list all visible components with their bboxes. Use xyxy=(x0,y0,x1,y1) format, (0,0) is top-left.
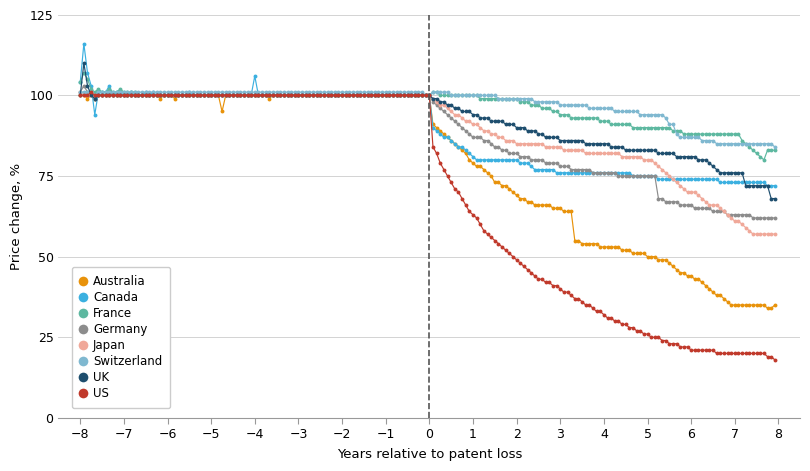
UK xyxy=(475,115,485,121)
Canada xyxy=(763,183,773,188)
Japan xyxy=(159,92,168,98)
Australia xyxy=(363,92,373,98)
Line: Germany: Germany xyxy=(79,84,777,220)
Canada xyxy=(475,157,485,162)
Australia xyxy=(75,92,85,98)
Switzerland xyxy=(770,144,780,150)
US xyxy=(515,260,525,266)
Japan xyxy=(471,122,481,127)
Switzerland xyxy=(471,92,481,98)
Line: Switzerland: Switzerland xyxy=(79,90,777,149)
Legend: Australia, Canada, France, Germany, Japan, Switzerland, UK, US: Australia, Canada, France, Germany, Japa… xyxy=(72,267,170,408)
France xyxy=(759,157,769,162)
Japan xyxy=(424,92,434,98)
Japan xyxy=(356,92,365,98)
Canada xyxy=(770,183,780,188)
US xyxy=(75,92,85,98)
Australia xyxy=(512,193,522,198)
Line: Canada: Canada xyxy=(79,42,777,187)
X-axis label: Years relative to patent loss: Years relative to patent loss xyxy=(337,448,522,461)
Line: Australia: Australia xyxy=(79,93,777,310)
UK xyxy=(766,196,776,202)
Germany xyxy=(163,92,173,98)
US xyxy=(163,92,173,98)
Germany xyxy=(366,92,376,98)
Japan xyxy=(748,231,758,237)
France xyxy=(75,80,85,85)
Australia xyxy=(471,163,481,169)
UK xyxy=(428,96,438,101)
Australia xyxy=(356,92,365,98)
Switzerland xyxy=(159,89,168,95)
UK xyxy=(770,196,780,202)
Germany xyxy=(770,215,780,221)
France xyxy=(770,147,780,153)
Canada xyxy=(163,92,173,98)
France xyxy=(515,99,525,105)
France xyxy=(366,92,376,98)
US xyxy=(87,89,96,95)
Germany xyxy=(428,99,438,105)
US xyxy=(475,221,485,227)
Germany xyxy=(515,154,525,160)
Canada xyxy=(79,41,89,47)
Line: France: France xyxy=(79,71,777,162)
Germany xyxy=(75,89,85,95)
France xyxy=(359,92,369,98)
France xyxy=(475,96,485,101)
UK xyxy=(515,125,525,130)
Switzerland xyxy=(424,92,434,98)
Line: Japan: Japan xyxy=(79,90,777,236)
Y-axis label: Price change, %: Price change, % xyxy=(10,163,23,270)
UK xyxy=(366,92,376,98)
Germany xyxy=(748,215,758,221)
US xyxy=(428,144,438,150)
Australia xyxy=(763,305,773,311)
Line: UK: UK xyxy=(79,61,777,201)
France xyxy=(163,92,173,98)
UK xyxy=(163,92,173,98)
France xyxy=(428,89,438,95)
Australia xyxy=(159,92,168,98)
Canada xyxy=(366,92,376,98)
US xyxy=(770,357,780,363)
Switzerland xyxy=(363,89,373,95)
Line: US: US xyxy=(79,90,777,362)
Australia xyxy=(770,302,780,308)
Japan xyxy=(363,92,373,98)
Canada xyxy=(428,125,438,130)
Japan xyxy=(75,89,85,95)
France xyxy=(79,70,89,76)
Germany xyxy=(79,83,89,89)
UK xyxy=(359,92,369,98)
Canada xyxy=(359,92,369,98)
Switzerland xyxy=(356,89,365,95)
Japan xyxy=(512,141,522,146)
Germany xyxy=(359,92,369,98)
Switzerland xyxy=(75,89,85,95)
Canada xyxy=(75,80,85,85)
Switzerland xyxy=(512,96,522,101)
US xyxy=(366,92,376,98)
UK xyxy=(79,60,89,66)
Japan xyxy=(770,231,780,237)
US xyxy=(359,92,369,98)
Canada xyxy=(515,160,525,166)
Australia xyxy=(424,92,434,98)
UK xyxy=(75,92,85,98)
Germany xyxy=(475,134,485,140)
